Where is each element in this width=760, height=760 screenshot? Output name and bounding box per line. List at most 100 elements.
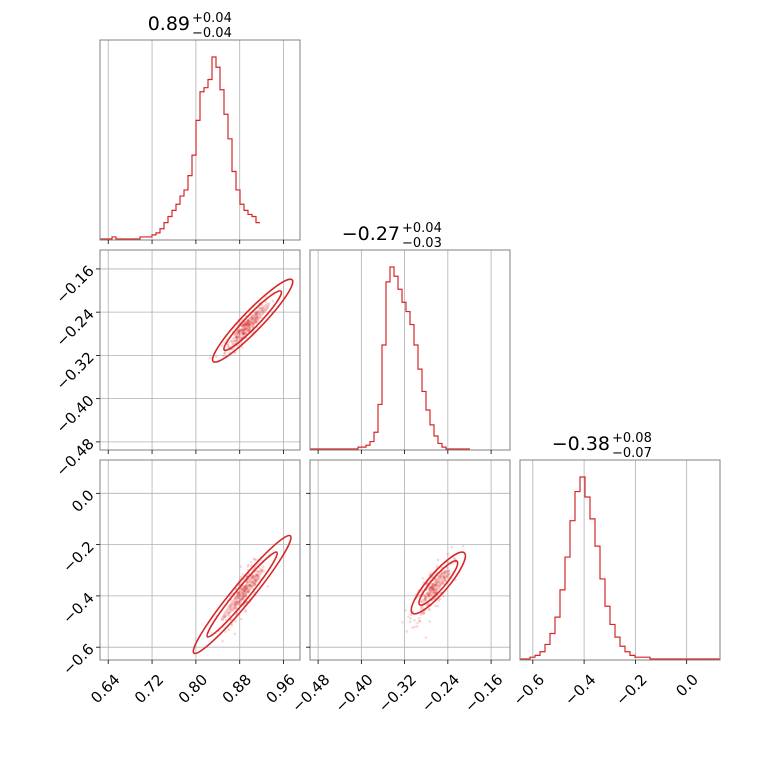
scatter-point xyxy=(231,341,234,345)
scatter-point xyxy=(236,600,240,604)
scatter-point xyxy=(240,324,244,327)
scatter-point xyxy=(243,598,246,601)
scatter-point xyxy=(428,594,431,598)
contour-1 xyxy=(410,551,467,615)
scatter-point xyxy=(431,585,435,589)
scatter-point xyxy=(242,585,246,589)
scatter-point xyxy=(244,320,248,324)
scatter-point xyxy=(431,583,434,586)
scatter-point xyxy=(250,321,254,325)
scatter-point xyxy=(243,585,247,589)
scatter-point xyxy=(242,328,245,332)
y-tick-label: −0.2 xyxy=(59,538,97,576)
scatter-point xyxy=(241,332,244,335)
scatter-point xyxy=(243,326,247,330)
scatter-point xyxy=(237,592,241,595)
scatter-point xyxy=(224,630,227,633)
scatter-point xyxy=(248,323,251,327)
scatter-point xyxy=(234,331,238,335)
scatter-point xyxy=(255,563,259,567)
scatter-point xyxy=(236,330,239,334)
scatter-point xyxy=(244,327,248,330)
histogram-3 xyxy=(520,476,720,660)
scatter-point xyxy=(424,597,427,601)
scatter-point xyxy=(241,597,245,601)
scatter-point xyxy=(255,313,259,317)
scatter-point xyxy=(252,319,256,322)
scatter-point xyxy=(444,569,448,573)
scatter-point xyxy=(244,610,248,614)
contour-2 xyxy=(206,551,279,638)
scatter-point xyxy=(421,577,425,580)
scatter-point xyxy=(424,595,427,598)
scatter-point xyxy=(247,572,250,576)
scatter-point xyxy=(254,582,258,586)
scatter-point xyxy=(240,336,243,340)
scatter-point xyxy=(260,568,263,571)
scatter-point xyxy=(431,587,435,591)
scatter-point xyxy=(255,311,258,315)
scatter-point xyxy=(247,319,251,322)
scatter-point xyxy=(238,331,241,335)
scatter-point xyxy=(413,618,416,622)
scatter-point xyxy=(253,313,257,317)
scatter-point xyxy=(433,591,436,595)
scatter-point xyxy=(244,328,247,332)
scatter-point xyxy=(242,332,245,336)
scatter-point xyxy=(446,574,449,578)
scatter-point xyxy=(265,308,268,312)
scatter-point xyxy=(436,564,439,568)
scatter-point xyxy=(435,583,438,587)
scatter-point xyxy=(235,335,239,338)
scatter-point xyxy=(239,336,243,340)
scatter-point xyxy=(243,595,246,598)
scatter-point xyxy=(431,582,435,586)
scatter-point xyxy=(419,613,423,616)
scatter-point xyxy=(418,619,422,623)
scatter-group-3 xyxy=(401,544,467,639)
scatter-point xyxy=(242,589,246,593)
scatter-point xyxy=(243,324,247,327)
scatter-point xyxy=(234,606,237,610)
scatter-point xyxy=(233,604,237,608)
scatter-point xyxy=(243,327,247,330)
scatter-point xyxy=(241,573,245,576)
scatter-point xyxy=(233,603,236,606)
scatter-point xyxy=(438,597,442,601)
title-lower-3: −0.07 xyxy=(612,446,652,461)
scatter-point xyxy=(254,580,257,583)
scatter-point xyxy=(254,313,258,316)
scatter-point xyxy=(238,593,241,597)
scatter-point xyxy=(435,588,439,592)
scatter-point xyxy=(430,595,433,598)
scatter-point xyxy=(233,339,236,343)
scatter-point xyxy=(425,603,428,607)
scatter-point xyxy=(247,590,251,594)
scatter-point xyxy=(243,328,246,331)
scatter-point xyxy=(438,583,442,587)
scatter-point xyxy=(421,598,425,602)
scatter-point xyxy=(423,597,427,601)
scatter-point xyxy=(240,598,243,602)
panel-title-3: −0.38 xyxy=(552,433,610,455)
scatter-point xyxy=(236,592,240,596)
scatter-point xyxy=(258,566,261,570)
x-tick-label: −0.16 xyxy=(461,671,506,716)
scatter-point xyxy=(248,327,252,331)
scatter-point xyxy=(256,570,259,574)
scatter-point xyxy=(250,585,254,588)
scatter-point xyxy=(432,586,435,589)
scatter-point xyxy=(408,620,412,624)
scatter-point xyxy=(209,356,212,359)
scatter-point xyxy=(245,588,249,592)
scatter-point xyxy=(234,335,238,339)
scatter-point xyxy=(420,599,423,603)
scatter-point xyxy=(231,343,234,346)
scatter-point xyxy=(231,347,235,351)
scatter-point xyxy=(255,320,258,324)
scatter-point xyxy=(235,338,239,342)
scatter-point xyxy=(435,590,438,594)
scatter-point xyxy=(242,331,245,335)
scatter-point xyxy=(250,315,254,318)
scatter-point xyxy=(234,607,238,610)
